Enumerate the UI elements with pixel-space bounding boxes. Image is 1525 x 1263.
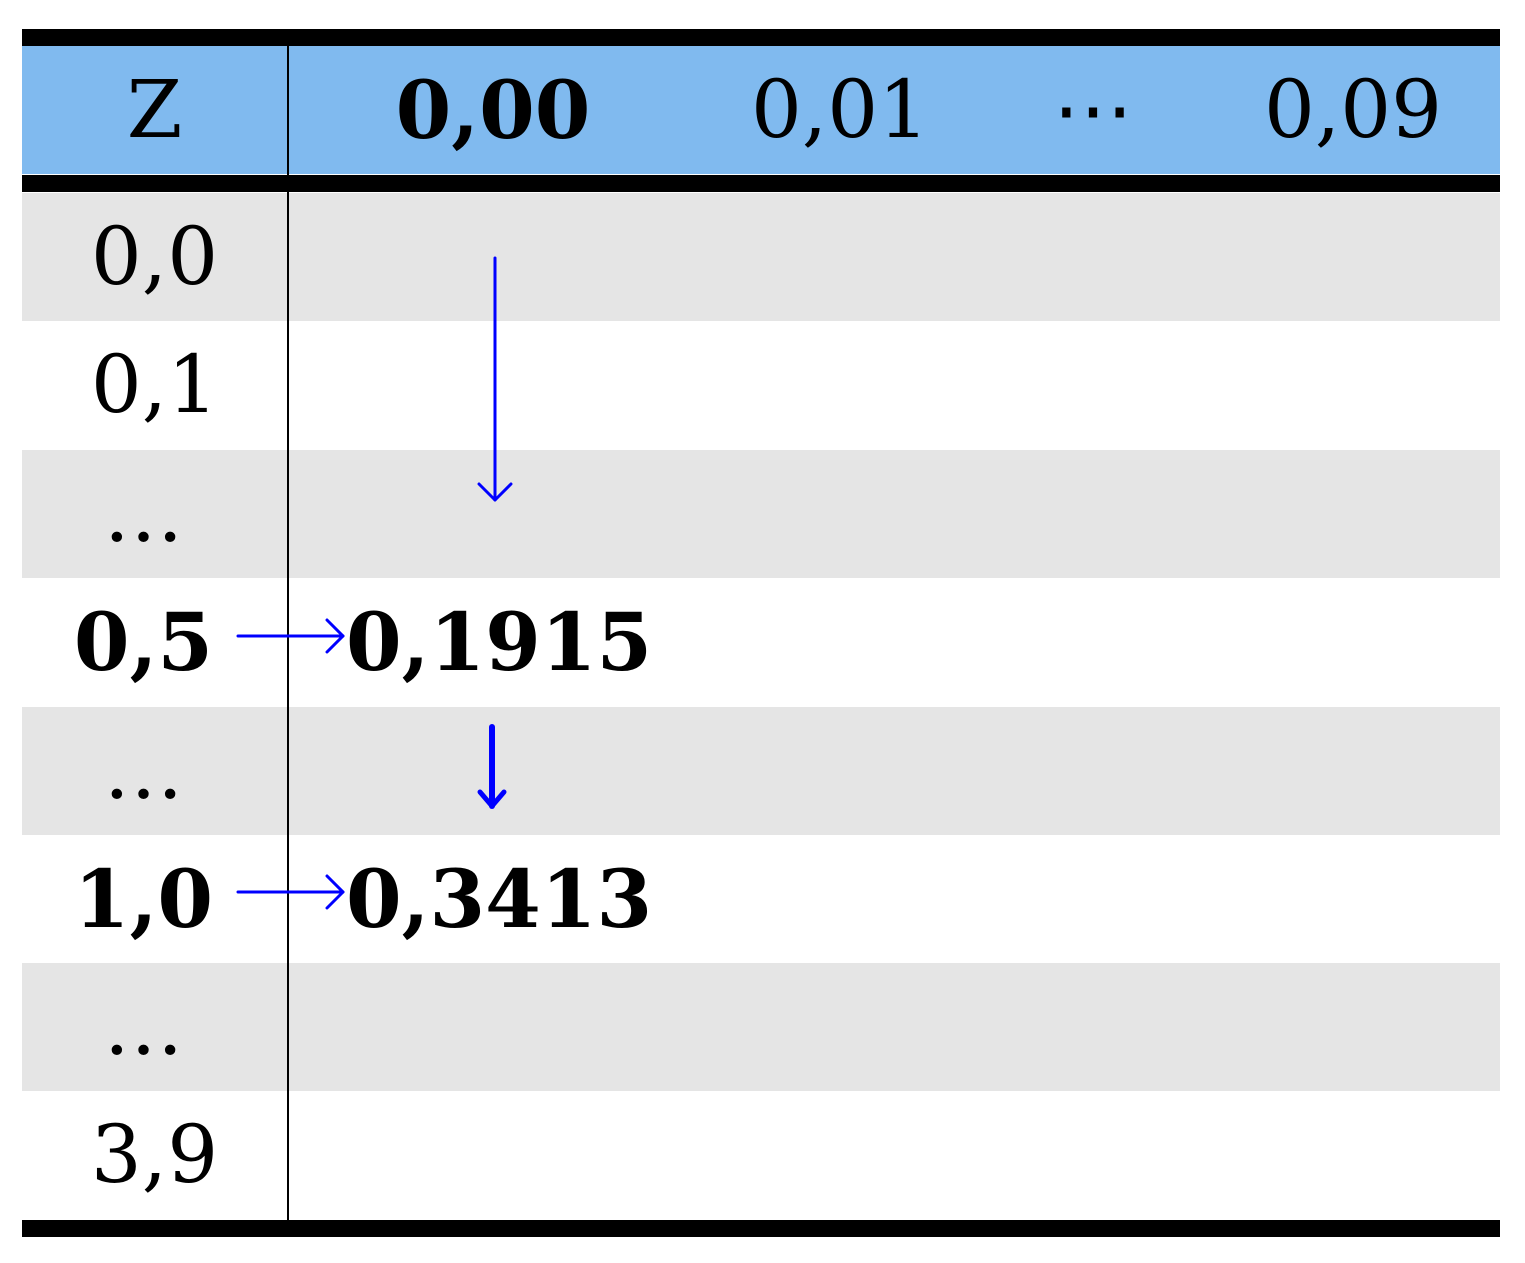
header-z-label: Z xyxy=(126,63,183,156)
top-rule xyxy=(22,29,1500,46)
value-cell: 0,3413 xyxy=(346,852,653,946)
header-col-0-01: 0,01 xyxy=(750,63,930,156)
z-cell-ellipsis: … xyxy=(103,467,184,560)
z-cell: 0,1 xyxy=(90,338,219,431)
z-cell-ellipsis: … xyxy=(103,724,184,817)
header-rule xyxy=(22,175,1500,192)
z-cell: 0,0 xyxy=(90,210,219,303)
z-cell: 0,5 xyxy=(73,595,214,689)
header-col-0-09: 0,09 xyxy=(1263,63,1443,156)
row-stripe xyxy=(22,707,1500,835)
row-stripe xyxy=(22,450,1500,578)
header-col-ellipsis: ⋯ xyxy=(1053,63,1133,156)
down-arrow-long-head xyxy=(477,482,513,502)
header-col-0-00: 0,00 xyxy=(395,63,591,157)
row-stripe xyxy=(22,193,1500,321)
z-cell-ellipsis: … xyxy=(103,980,184,1073)
z-cell: 3,9 xyxy=(90,1108,219,1201)
column-separator xyxy=(287,46,289,1220)
right-arrow-0-5-head xyxy=(325,618,345,654)
right-arrow-1-0-head xyxy=(325,874,345,910)
value-cell: 0,1915 xyxy=(346,595,653,689)
bottom-rule xyxy=(22,1220,1500,1237)
z-cell: 1,0 xyxy=(73,852,214,946)
header-row-background xyxy=(22,46,1500,174)
row-stripe xyxy=(22,963,1500,1091)
down-arrow-short-head xyxy=(477,789,507,809)
